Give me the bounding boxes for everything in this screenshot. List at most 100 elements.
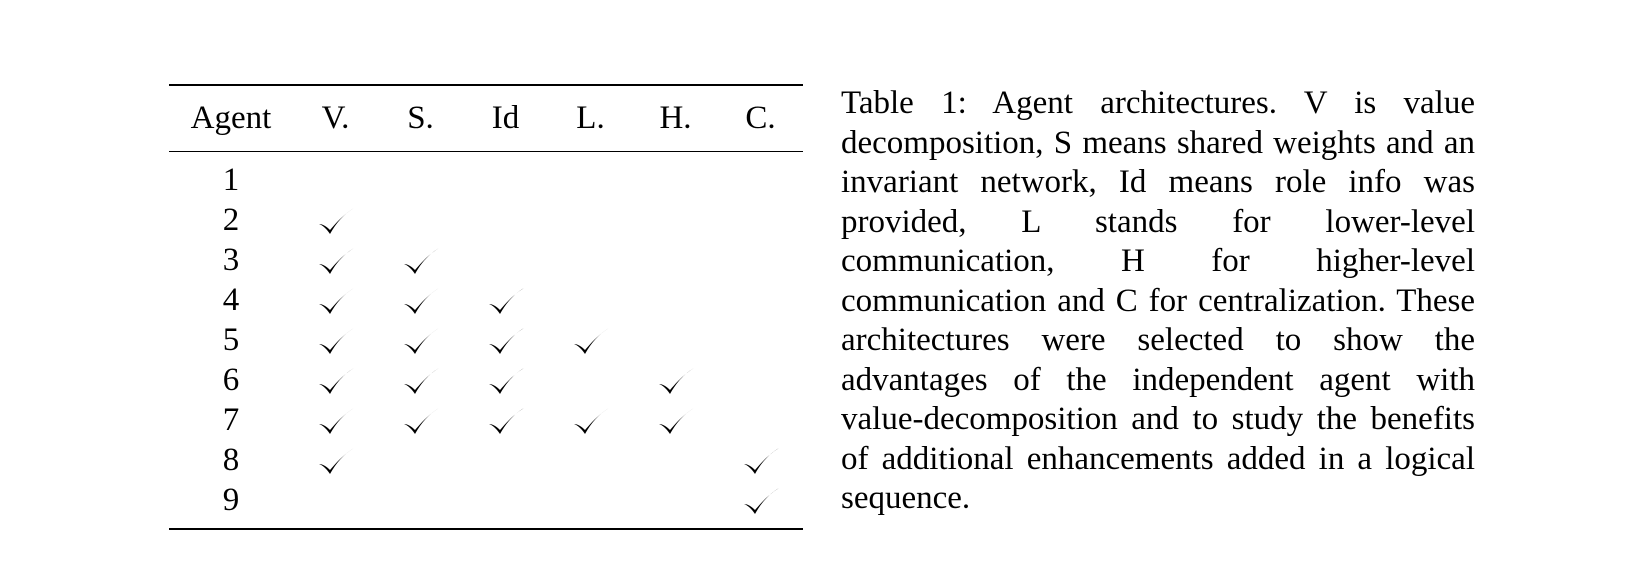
checkmark-icon: [402, 327, 440, 357]
checkmark-icon: [487, 327, 525, 357]
cell-id: [463, 440, 548, 480]
cell-s: [378, 320, 463, 360]
checkmark-icon: [317, 287, 355, 317]
cell-c: [718, 200, 803, 240]
table-row: 2: [169, 200, 803, 240]
table-row: 3: [169, 240, 803, 280]
table-body: 1 2 3 4 5 6 7 8 9: [169, 152, 803, 529]
cell-v: [293, 360, 378, 400]
cell-v: [293, 240, 378, 280]
column-header-v: V.: [321, 100, 350, 136]
cell-l: [548, 200, 633, 240]
checkmark-icon: [742, 447, 780, 477]
cell-v: [293, 440, 378, 480]
cell-s: [378, 280, 463, 320]
cell-v: [293, 400, 378, 440]
table-row: 9: [169, 480, 803, 529]
table-row: 7: [169, 400, 803, 440]
cell-s: [378, 240, 463, 280]
checkmark-icon: [317, 447, 355, 477]
checkmark-icon: [402, 367, 440, 397]
column-header-h: H.: [659, 100, 692, 136]
cell-h: [633, 440, 718, 480]
checkmark-icon: [317, 367, 355, 397]
cell-v: [293, 320, 378, 360]
cell-id: [463, 400, 548, 440]
cell-s: [378, 440, 463, 480]
cell-c: [718, 280, 803, 320]
cell-agent: 5: [222, 322, 240, 358]
cell-id: [463, 320, 548, 360]
checkmark-icon: [487, 407, 525, 437]
cell-h: [633, 200, 718, 240]
checkmark-icon: [317, 247, 355, 277]
table-row: 6: [169, 360, 803, 400]
cell-h: [633, 400, 718, 440]
cell-c: [718, 480, 803, 529]
checkmark-icon: [487, 287, 525, 317]
cell-c: [718, 320, 803, 360]
cell-l: [548, 280, 633, 320]
cell-agent: 9: [222, 482, 240, 518]
cell-h: [633, 320, 718, 360]
cell-l: [548, 480, 633, 529]
cell-h: [633, 240, 718, 280]
checkmark-icon: [402, 287, 440, 317]
checkmark-icon: [742, 487, 780, 517]
table-row: 4: [169, 280, 803, 320]
cell-agent: 3: [222, 242, 240, 278]
table-header-row: Agent V. S. Id L. H. C.: [169, 85, 803, 152]
table-row: 1: [169, 152, 803, 201]
cell-id: [463, 200, 548, 240]
cell-l: [548, 360, 633, 400]
column-header-l: L.: [576, 100, 605, 136]
cell-l: [548, 320, 633, 360]
cell-s: [378, 400, 463, 440]
cell-v: [293, 200, 378, 240]
cell-agent: 1: [222, 162, 240, 198]
column-header-c: C.: [745, 100, 776, 136]
cell-s: [378, 200, 463, 240]
cell-h: [633, 152, 718, 201]
checkmark-icon: [572, 407, 610, 437]
cell-id: [463, 480, 548, 529]
cell-c: [718, 400, 803, 440]
cell-c: [718, 360, 803, 400]
cell-h: [633, 480, 718, 529]
cell-h: [633, 360, 718, 400]
cell-agent: 2: [222, 202, 240, 238]
checkmark-icon: [572, 327, 610, 357]
checkmark-icon: [657, 407, 695, 437]
checkmark-icon: [402, 247, 440, 277]
column-header-agent: Agent: [190, 100, 272, 136]
cell-v: [293, 480, 378, 529]
cell-c: [718, 152, 803, 201]
cell-l: [548, 400, 633, 440]
checkmark-icon: [317, 407, 355, 437]
checkmark-icon: [657, 367, 695, 397]
cell-id: [463, 280, 548, 320]
checkmark-icon: [402, 407, 440, 437]
checkmark-icon: [317, 207, 355, 237]
agent-architecture-table: Agent V. S. Id L. H. C. 1 2 3 4 5 6 7 8 9: [169, 84, 803, 530]
cell-s: [378, 480, 463, 529]
column-header-s: S.: [407, 100, 434, 136]
agent-architecture-table-container: Agent V. S. Id L. H. C. 1 2 3 4 5 6 7 8 9: [169, 84, 803, 530]
checkmark-icon: [487, 367, 525, 397]
table-row: 5: [169, 320, 803, 360]
checkmark-icon: [317, 327, 355, 357]
cell-agent: 7: [222, 402, 240, 438]
cell-c: [718, 440, 803, 480]
cell-id: [463, 360, 548, 400]
cell-l: [548, 240, 633, 280]
cell-s: [378, 360, 463, 400]
cell-v: [293, 152, 378, 201]
table-caption: Table 1: Agent architectures. V is value…: [841, 85, 1475, 516]
cell-agent: 4: [222, 282, 240, 318]
cell-s: [378, 152, 463, 201]
cell-agent: 6: [222, 362, 240, 398]
cell-agent: 8: [222, 442, 240, 478]
cell-h: [633, 280, 718, 320]
table-row: 8: [169, 440, 803, 480]
cell-id: [463, 240, 548, 280]
